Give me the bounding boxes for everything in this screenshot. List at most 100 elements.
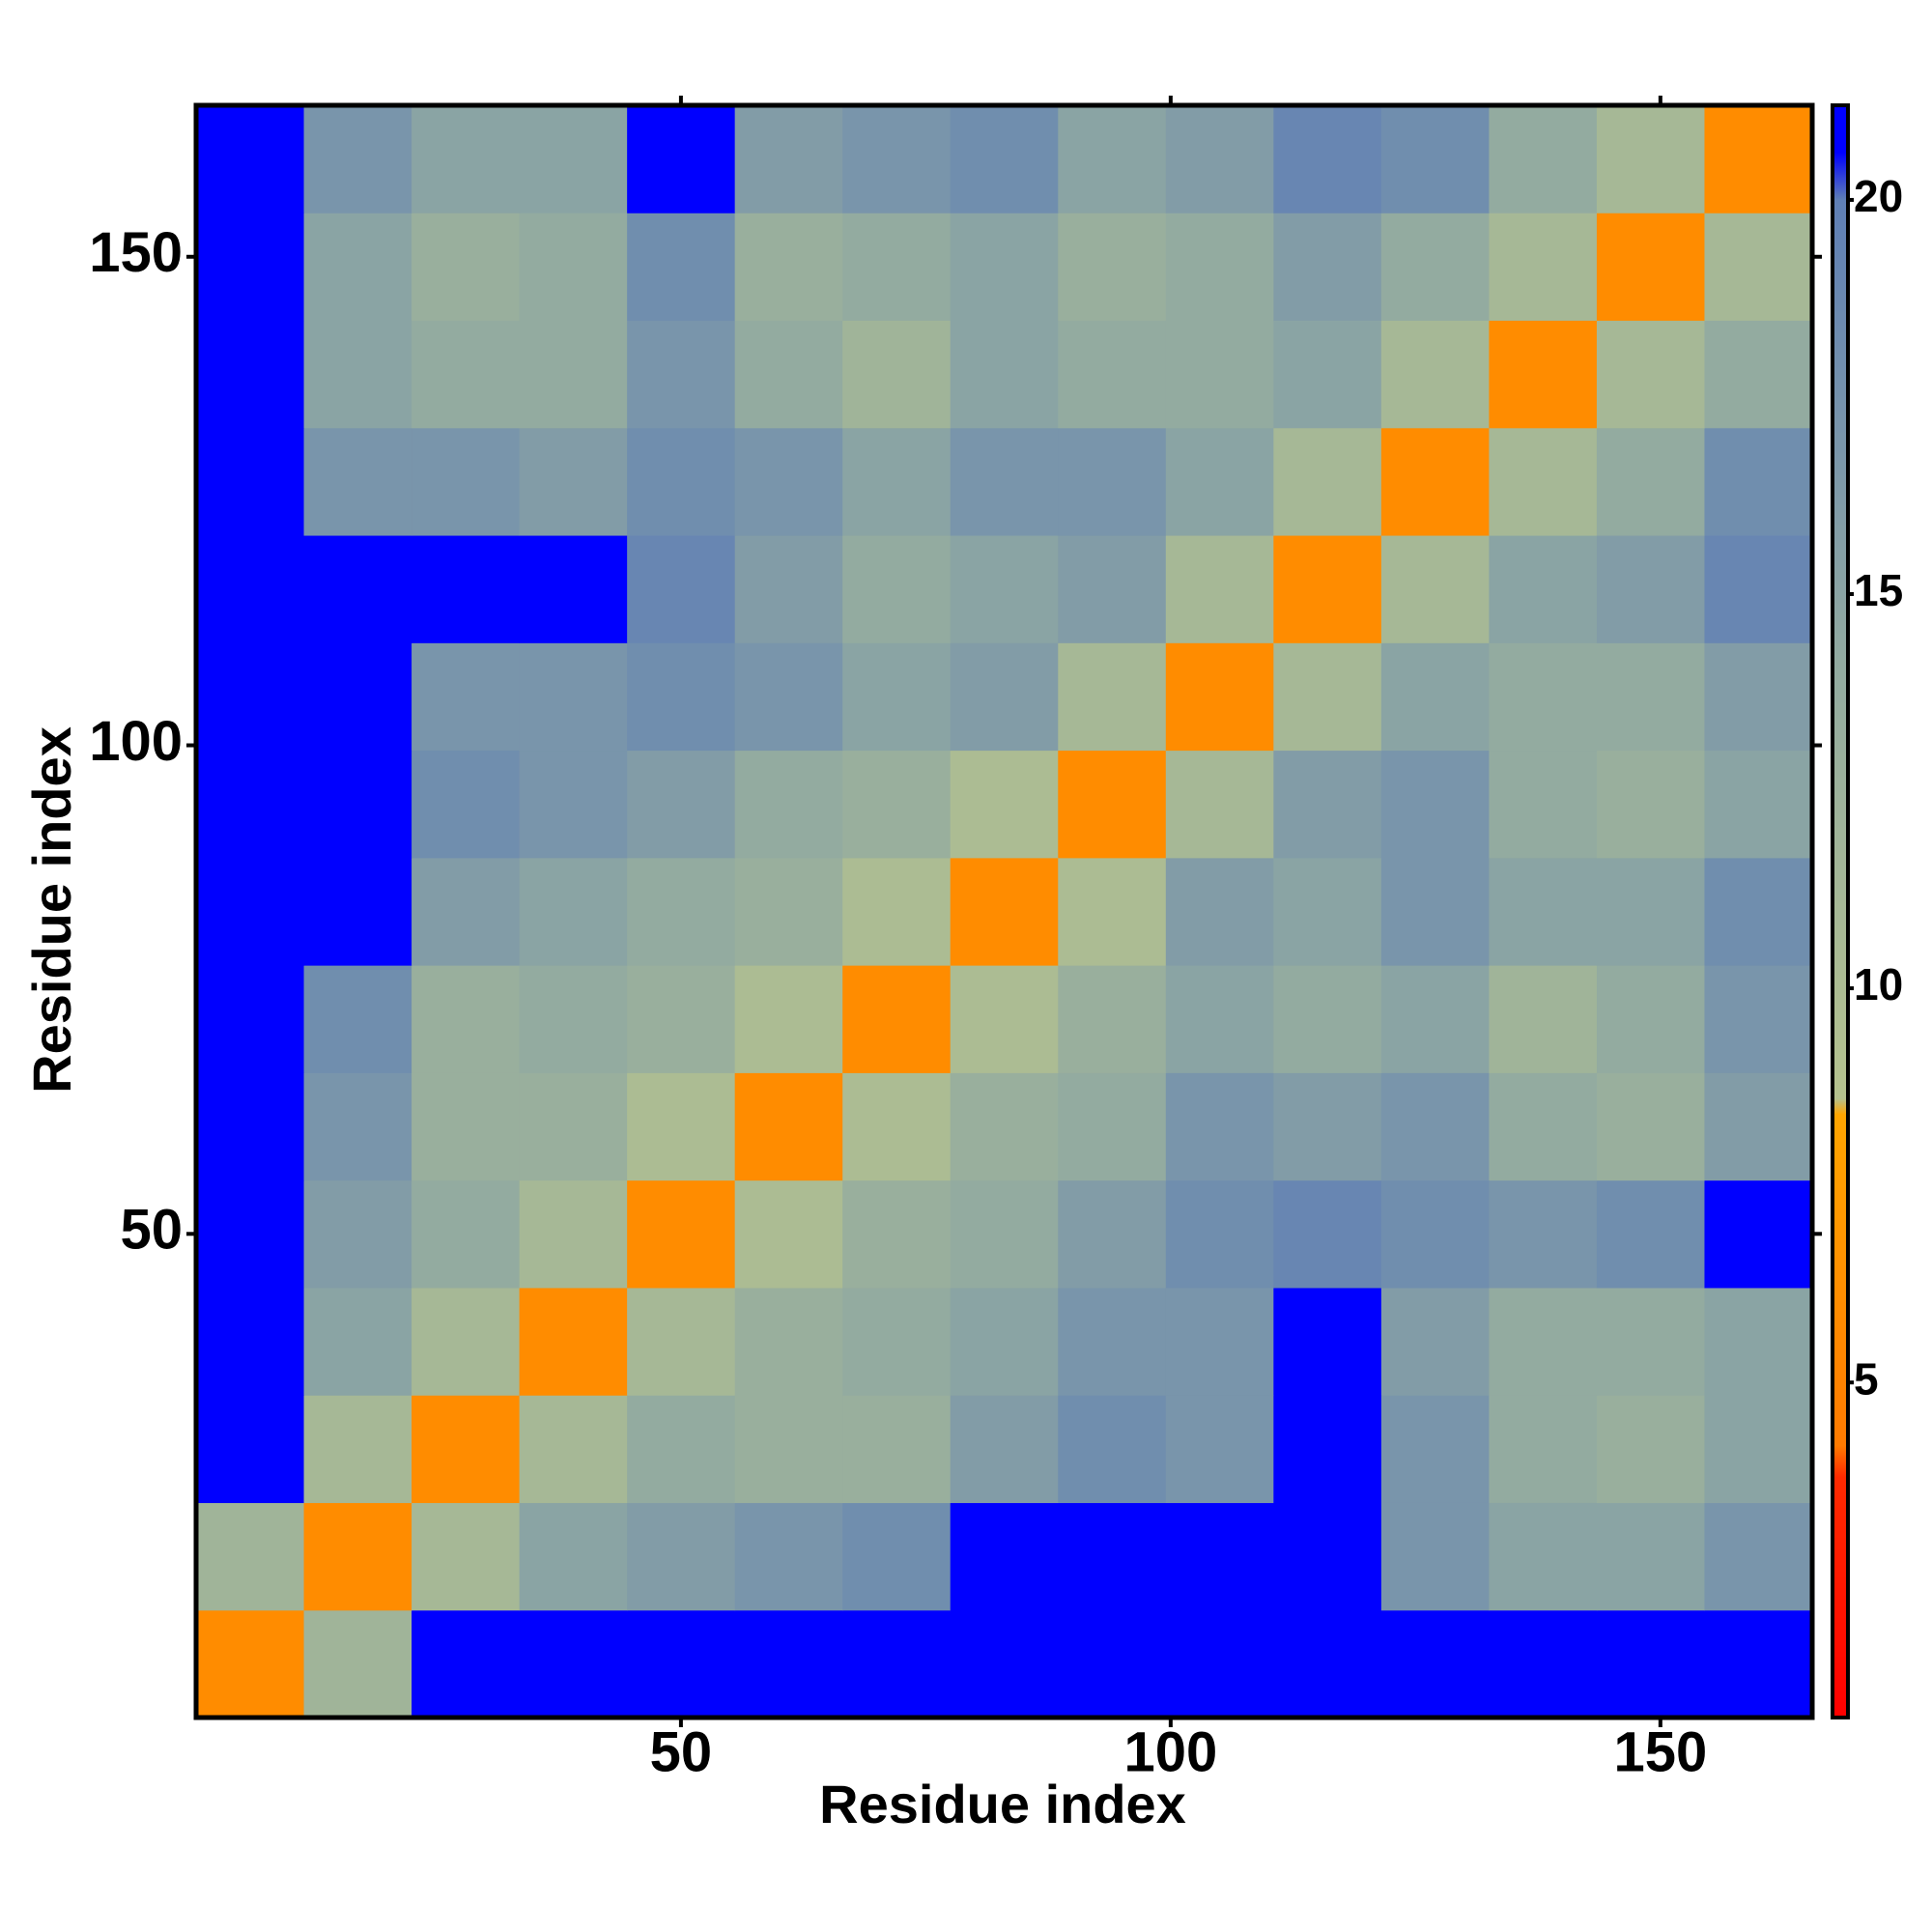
heatmap-cell: [1596, 750, 1705, 859]
heatmap-cell: [303, 105, 412, 213]
heatmap-cell: [842, 213, 952, 322]
heatmap-cell: [1596, 1502, 1705, 1611]
heatmap-cell: [842, 1502, 952, 1611]
heatmap-cell: [303, 535, 412, 643]
heatmap-cell: [412, 1395, 521, 1503]
heatmap-cell: [196, 1072, 305, 1181]
heatmap-cell: [1058, 1072, 1167, 1181]
heatmap-cell: [1165, 1072, 1274, 1181]
heatmap-cell: [842, 965, 952, 1073]
heatmap-cell: [1596, 320, 1705, 429]
heatmap-cell: [1058, 857, 1167, 966]
heatmap-cell: [519, 1287, 628, 1396]
heatmap-cell: [1273, 1287, 1382, 1396]
heatmap-cell: [303, 1072, 412, 1181]
heatmap-cell: [1380, 320, 1490, 429]
heatmap-cell: [1165, 427, 1274, 536]
heatmap-cell: [842, 320, 952, 429]
y-tick-label: 100: [89, 710, 183, 773]
heatmap-cell: [1273, 1072, 1382, 1181]
heatmap-cell: [734, 750, 843, 859]
heatmap-cell: [1489, 857, 1598, 966]
heatmap-cell: [1165, 320, 1274, 429]
colorbar-tick-label: 20: [1854, 171, 1903, 221]
heatmap-cell: [1489, 320, 1598, 429]
heatmap-cell: [1704, 1395, 1813, 1503]
heatmap-cell: [412, 1502, 521, 1611]
heatmap-cell: [1058, 213, 1167, 322]
heatmap-cell: [1380, 857, 1490, 966]
heatmap-cell: [1058, 750, 1167, 859]
heatmap-cell: [627, 857, 736, 966]
heatmap-cell: [734, 320, 843, 429]
heatmap-cell: [734, 1395, 843, 1503]
heatmap-cell: [303, 857, 412, 966]
heatmap-cell: [1489, 965, 1598, 1073]
heatmap-cell: [1273, 965, 1382, 1073]
heatmap-cell: [1489, 1287, 1598, 1396]
heatmap-cell: [1596, 642, 1705, 752]
heatmap-cell: [1596, 535, 1705, 643]
heatmap-cell: [1165, 213, 1274, 322]
heatmap-cell: [842, 857, 952, 966]
heatmap-cell: [627, 1609, 736, 1719]
heatmap-cell: [412, 105, 521, 213]
heatmap-cell: [627, 427, 736, 536]
heatmap-cell: [196, 750, 305, 859]
heatmap-cell: [1596, 427, 1705, 536]
heatmap-cell: [627, 213, 736, 322]
heatmap-cell: [734, 857, 843, 966]
heatmap-cell: [1165, 750, 1274, 859]
heatmap-cell: [412, 213, 521, 322]
heatmap-cell: [842, 1179, 952, 1289]
heatmap-cell: [1380, 1395, 1490, 1503]
heatmap-cell: [734, 1502, 843, 1611]
heatmap-cell: [1273, 857, 1382, 966]
heatmap-cell: [950, 320, 1059, 429]
heatmap-cell: [627, 320, 736, 429]
heatmap-cell: [1058, 965, 1167, 1073]
heatmap-cell: [1380, 105, 1490, 213]
heatmap-cell: [950, 750, 1059, 859]
heatmap-cell: [519, 213, 628, 322]
heatmap-cell: [1489, 642, 1598, 752]
heatmap-cell: [1165, 105, 1274, 213]
heatmap-cell: [734, 427, 843, 536]
heatmap-cell: [1165, 1179, 1274, 1289]
plot-frame: [193, 102, 1815, 1720]
heatmap-cell: [1058, 1609, 1167, 1719]
heatmap-cell: [303, 1395, 412, 1503]
heatmap-cell: [519, 1072, 628, 1181]
heatmap-cell: [519, 320, 628, 429]
heatmap-cell: [1380, 535, 1490, 643]
heatmap-cell: [1273, 105, 1382, 213]
heatmap-cell: [842, 105, 952, 213]
heatmap-cell: [842, 750, 952, 859]
heatmap-cell: [1596, 213, 1705, 322]
heatmap-cell: [1165, 642, 1274, 752]
heatmap-cell: [1380, 642, 1490, 752]
heatmap-cell: [1058, 642, 1167, 752]
heatmap-cell: [1058, 1502, 1167, 1611]
heatmap-cell: [1165, 1287, 1274, 1396]
heatmap-cell: [1380, 1179, 1490, 1289]
heatmap-cell: [196, 320, 305, 429]
heatmap-cell: [1596, 1287, 1705, 1396]
heatmap-cell: [412, 642, 521, 752]
heatmap-cell: [196, 105, 305, 213]
x-tick-label: 50: [650, 1720, 713, 1783]
heatmap-cell: [627, 1395, 736, 1503]
y-axis-title: Residue index: [21, 726, 82, 1094]
heatmap-cell: [1489, 213, 1598, 322]
heatmap-cell: [1273, 427, 1382, 536]
heatmap-cell: [734, 1072, 843, 1181]
heatmap-cell: [1596, 1179, 1705, 1289]
heatmap-cell: [734, 965, 843, 1073]
colorbar-tick-label: 10: [1854, 959, 1903, 1009]
heatmap-cell: [303, 1502, 412, 1611]
heatmap-cell: [196, 1502, 305, 1611]
heatmap-cell: [1489, 1179, 1598, 1289]
heatmap-cell: [1058, 105, 1167, 213]
heatmap-cell: [734, 1179, 843, 1289]
heatmap-cell: [303, 1179, 412, 1289]
